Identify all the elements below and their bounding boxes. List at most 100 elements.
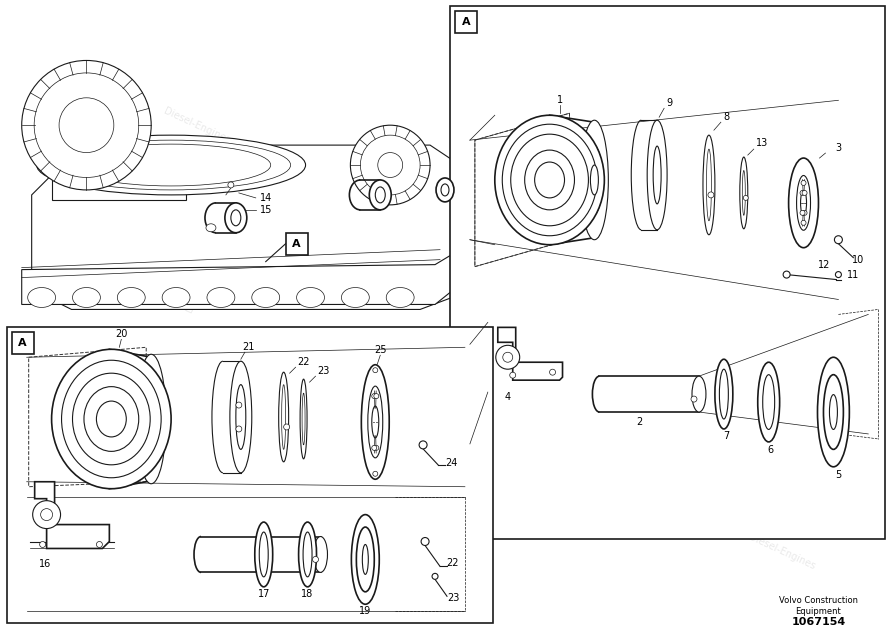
Circle shape — [503, 352, 513, 362]
Ellipse shape — [740, 157, 748, 229]
Ellipse shape — [59, 97, 114, 153]
Text: 23: 23 — [447, 593, 459, 603]
Circle shape — [419, 441, 427, 449]
Ellipse shape — [162, 287, 190, 308]
Ellipse shape — [647, 120, 668, 230]
Ellipse shape — [653, 146, 661, 204]
Text: 4: 4 — [505, 392, 511, 402]
Circle shape — [372, 445, 376, 450]
Ellipse shape — [143, 383, 158, 455]
Ellipse shape — [72, 373, 150, 465]
Text: 19: 19 — [360, 606, 371, 616]
Ellipse shape — [436, 178, 454, 202]
Text: Diesel-Engines: Diesel-Engines — [498, 219, 569, 259]
Ellipse shape — [535, 162, 564, 198]
Ellipse shape — [502, 124, 597, 236]
Text: 17: 17 — [257, 589, 270, 599]
Text: 12: 12 — [818, 260, 830, 270]
Ellipse shape — [117, 287, 145, 308]
Polygon shape — [32, 145, 460, 309]
Ellipse shape — [525, 150, 574, 210]
Circle shape — [312, 557, 319, 562]
Circle shape — [510, 372, 515, 378]
Bar — [450, 6, 886, 538]
Text: Volvo Construction: Volvo Construction — [779, 596, 858, 604]
Text: 紫发动力: 紫发动力 — [267, 163, 303, 189]
Polygon shape — [498, 327, 562, 380]
Circle shape — [835, 236, 843, 243]
Ellipse shape — [356, 527, 375, 592]
Text: 6: 6 — [767, 445, 773, 455]
Text: 18: 18 — [302, 589, 313, 599]
Text: 25: 25 — [374, 345, 386, 355]
Ellipse shape — [281, 385, 286, 449]
Ellipse shape — [386, 287, 414, 308]
Ellipse shape — [84, 387, 139, 452]
Ellipse shape — [351, 125, 430, 205]
Ellipse shape — [207, 287, 235, 308]
Ellipse shape — [715, 359, 732, 429]
Ellipse shape — [742, 170, 745, 215]
Circle shape — [374, 445, 379, 450]
Bar — [7, 327, 493, 623]
Ellipse shape — [206, 224, 216, 231]
Ellipse shape — [303, 532, 312, 577]
Text: 15: 15 — [260, 205, 272, 215]
Ellipse shape — [313, 537, 328, 572]
Circle shape — [802, 191, 807, 196]
Ellipse shape — [703, 135, 715, 235]
Circle shape — [284, 424, 289, 430]
Text: 24: 24 — [445, 458, 457, 468]
Ellipse shape — [789, 158, 819, 248]
Circle shape — [372, 394, 376, 399]
Ellipse shape — [225, 203, 247, 233]
Circle shape — [96, 542, 102, 547]
Text: 7: 7 — [723, 431, 729, 441]
Polygon shape — [21, 250, 460, 304]
Text: 紫发动力: 紫发动力 — [675, 489, 711, 515]
Circle shape — [373, 368, 377, 373]
Circle shape — [802, 210, 807, 215]
Text: 1: 1 — [556, 95, 562, 105]
Text: 紫发动力: 紫发动力 — [161, 288, 198, 315]
Text: 紫发动力: 紫发动力 — [471, 62, 507, 89]
Text: 21: 21 — [243, 342, 255, 352]
Text: 紫发动力: 紫发动力 — [622, 288, 658, 315]
Ellipse shape — [692, 376, 706, 412]
Circle shape — [373, 471, 377, 476]
Circle shape — [496, 345, 520, 369]
Ellipse shape — [231, 210, 241, 226]
Ellipse shape — [279, 372, 288, 462]
Circle shape — [236, 426, 242, 432]
Circle shape — [801, 181, 806, 186]
Text: 3: 3 — [836, 143, 841, 153]
Text: Diesel-Engines: Diesel-Engines — [392, 532, 462, 572]
Ellipse shape — [361, 365, 389, 479]
Text: 23: 23 — [318, 366, 329, 376]
Ellipse shape — [296, 287, 325, 308]
Ellipse shape — [441, 184, 449, 196]
Ellipse shape — [298, 522, 317, 587]
Circle shape — [40, 542, 45, 547]
Text: A: A — [462, 16, 470, 26]
Circle shape — [236, 402, 242, 408]
Text: 20: 20 — [115, 330, 127, 339]
Ellipse shape — [707, 149, 711, 221]
Circle shape — [550, 369, 555, 375]
Text: 14: 14 — [260, 193, 271, 203]
Ellipse shape — [511, 134, 588, 226]
Ellipse shape — [818, 357, 849, 467]
Text: Diesel-Engines: Diesel-Engines — [747, 532, 817, 572]
Text: 1067154: 1067154 — [791, 617, 846, 627]
Ellipse shape — [34, 73, 139, 177]
Ellipse shape — [369, 180, 392, 210]
Ellipse shape — [28, 287, 55, 308]
Ellipse shape — [342, 287, 369, 308]
Ellipse shape — [52, 140, 291, 190]
Ellipse shape — [587, 146, 603, 214]
Ellipse shape — [829, 394, 837, 430]
Circle shape — [33, 501, 61, 528]
Ellipse shape — [377, 153, 402, 177]
Ellipse shape — [757, 362, 780, 442]
Bar — [286, 233, 308, 255]
